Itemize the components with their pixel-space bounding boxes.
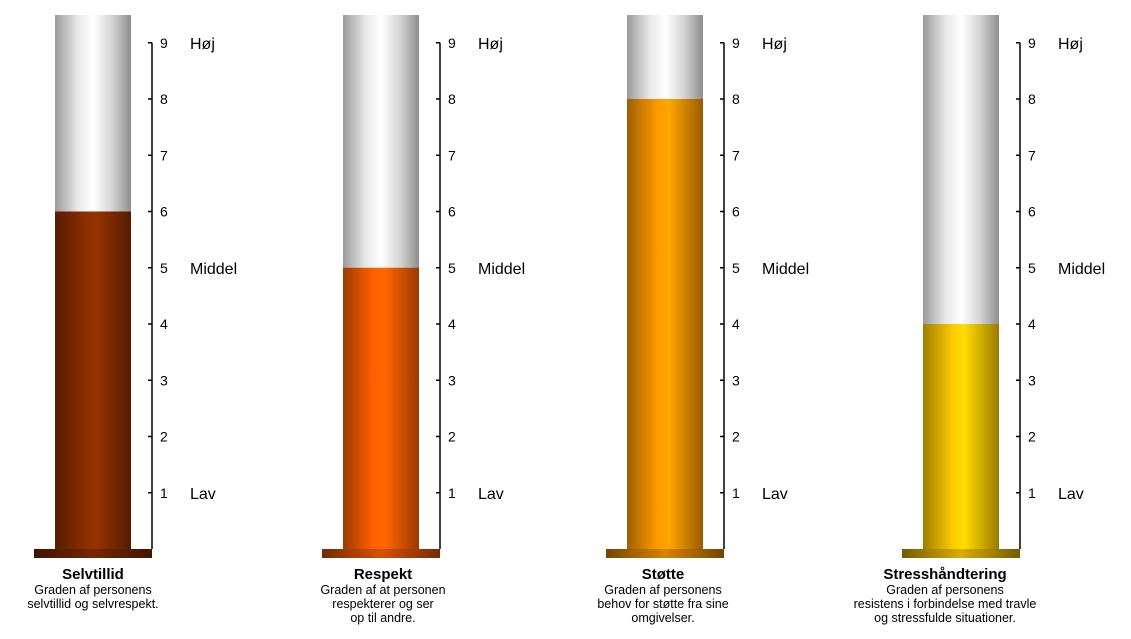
y-tick-label: 4 <box>1028 316 1036 332</box>
y-tick-label: 4 <box>732 316 740 332</box>
gauge-title: Selvtillid <box>62 566 124 583</box>
description-line: Graden af personens <box>34 583 152 597</box>
y-tick-label: 6 <box>160 204 168 220</box>
level-label-mid: Middel <box>1058 261 1105 278</box>
gauge-chart: 1 2 3 4 5 6 7 8 9 Høj Middel Lav <box>34 15 237 558</box>
description-line: Graden af personens <box>886 583 1004 597</box>
level-label-low: Lav <box>1058 486 1084 503</box>
description-line: og stressfulde situationer. <box>874 611 1016 625</box>
y-tick-label: 9 <box>1028 35 1036 51</box>
y-tick-label: 5 <box>448 260 456 276</box>
y-tick-label: 1 <box>160 485 168 501</box>
y-tick-label: 1 <box>1028 485 1036 501</box>
gauge-chart: 1 2 3 4 5 6 7 8 9 Høj Middel Lav <box>322 15 525 558</box>
description-line: Graden af at personen <box>320 583 446 597</box>
y-tick-label: 8 <box>448 91 456 107</box>
level-label-mid: Middel <box>190 261 237 278</box>
description-line: omgivelser. <box>631 611 695 625</box>
y-tick-label: 2 <box>732 429 740 445</box>
level-label-mid: Middel <box>762 261 809 278</box>
y-tick-label: 2 <box>448 429 456 445</box>
description-line: Graden af personens <box>604 583 722 597</box>
caption-stotte: Støtte Graden af personens behov for stø… <box>548 566 778 625</box>
y-tick-label: 8 <box>1028 91 1036 107</box>
gauge-base <box>902 549 1020 558</box>
y-tick-label: 1 <box>732 485 740 501</box>
y-tick-label: 2 <box>160 429 168 445</box>
caption-selvtillid: Selvtillid Graden af personens selvtilli… <box>2 566 184 611</box>
y-tick-label: 2 <box>1028 429 1036 445</box>
y-tick-label: 3 <box>732 372 740 388</box>
level-label-low: Lav <box>762 486 788 503</box>
y-tick-label: 5 <box>732 260 740 276</box>
gauge-fill-bar <box>923 324 999 549</box>
description-line: behov for støtte fra sine <box>597 597 729 611</box>
gauge-title: Respekt <box>353 566 413 583</box>
gauge-chart: 1 2 3 4 5 6 7 8 9 Høj Middel Lav <box>606 15 809 558</box>
gauge-title: Stresshåndtering <box>883 566 1007 583</box>
level-label-high: Høj <box>190 36 215 53</box>
y-tick-label: 9 <box>448 35 456 51</box>
y-tick-label: 3 <box>1028 372 1036 388</box>
y-tick-label: 7 <box>1028 147 1036 163</box>
gauge-base <box>606 549 724 558</box>
y-tick-label: 4 <box>448 316 456 332</box>
description-line: resistens i forbindelse med travle <box>853 597 1037 611</box>
gauge-base <box>34 549 152 558</box>
y-tick-label: 3 <box>448 372 456 388</box>
description-line: respekterer og ser <box>332 597 434 611</box>
level-label-mid: Middel <box>478 261 525 278</box>
y-tick-label: 1 <box>448 485 456 501</box>
caption-respekt: Respekt Graden af at personen respektere… <box>270 566 496 625</box>
gauge-fill-bar <box>343 267 419 549</box>
y-tick-label: 7 <box>160 147 168 163</box>
y-tick-label: 9 <box>732 35 740 51</box>
y-tick-label: 3 <box>160 372 168 388</box>
y-tick-label: 8 <box>732 91 740 107</box>
y-tick-label: 9 <box>160 35 168 51</box>
gauge-base <box>322 549 440 558</box>
gauge-fill-bar <box>55 211 131 549</box>
gauge-fill-bar <box>627 99 703 549</box>
level-label-low: Lav <box>478 486 504 503</box>
level-label-high: Høj <box>478 36 503 53</box>
y-tick-label: 8 <box>160 91 168 107</box>
y-tick-label: 7 <box>448 147 456 163</box>
description-line: op til andre. <box>350 611 416 625</box>
gauge-chart: 1 2 3 4 5 6 7 8 9 Høj Middel Lav <box>902 15 1105 558</box>
level-label-high: Høj <box>1058 36 1083 53</box>
y-tick-label: 5 <box>160 260 168 276</box>
description-line: selvtillid og selvrespekt. <box>27 597 159 611</box>
caption-stresshandtering: Stresshåndtering Graden af personens res… <box>812 566 1078 625</box>
y-tick-label: 6 <box>1028 204 1036 220</box>
y-tick-label: 6 <box>448 204 456 220</box>
y-tick-label: 5 <box>1028 260 1036 276</box>
y-tick-label: 7 <box>732 147 740 163</box>
y-tick-label: 4 <box>160 316 168 332</box>
level-label-low: Lav <box>190 486 216 503</box>
gauge-title: Støtte <box>641 566 685 583</box>
level-label-high: Høj <box>762 36 787 53</box>
y-tick-label: 6 <box>732 204 740 220</box>
